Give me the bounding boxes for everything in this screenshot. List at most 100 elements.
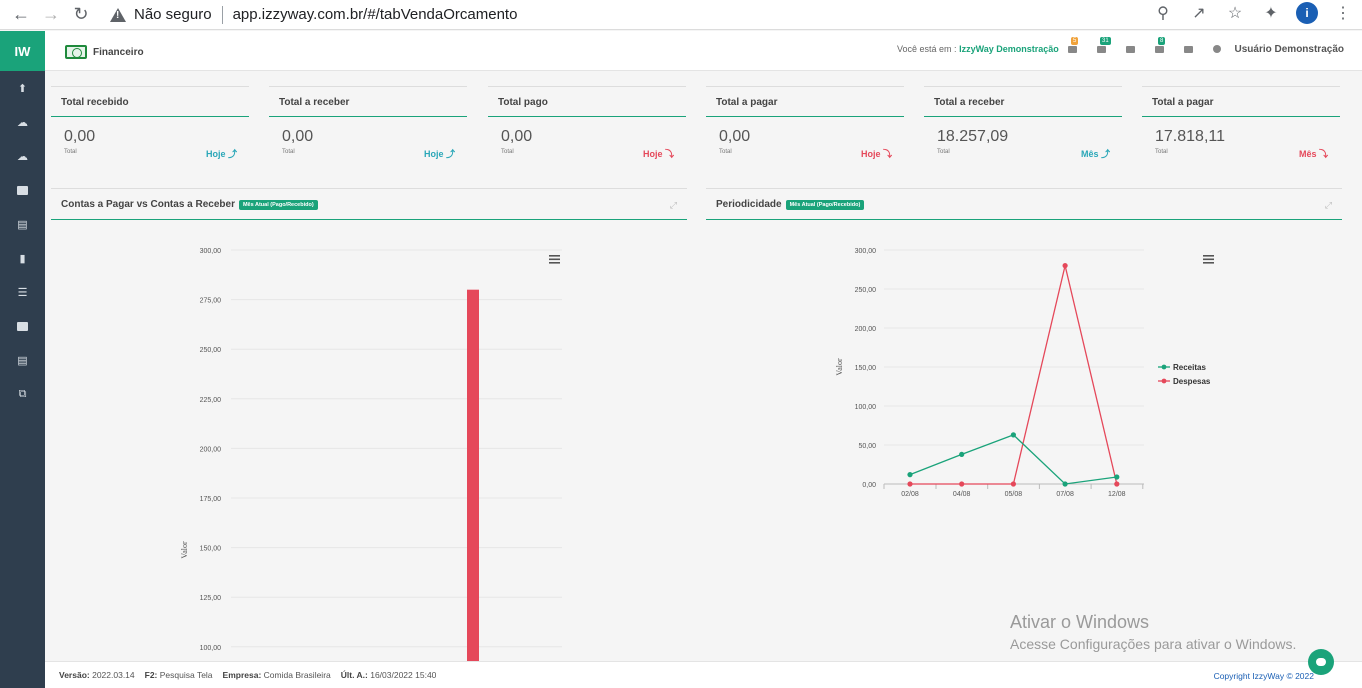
stat-card: Total pago 0,00 Total Hoje ⤵	[488, 86, 686, 172]
forward-icon[interactable]: →	[42, 4, 60, 24]
sidebar-item-cloud-download[interactable]: ☁	[0, 139, 45, 173]
where-prefix: Você está em :	[897, 44, 957, 54]
alerts-badge: 8	[1158, 37, 1166, 45]
sidebar-item-cards[interactable]	[0, 173, 45, 207]
card-title: Total a pagar	[706, 86, 904, 117]
expand-icon[interactable]: ⤢	[669, 200, 677, 210]
y-tick-label: 150,00	[855, 365, 877, 372]
card-value: 18.257,09	[937, 128, 1009, 145]
y-tick-label: 300,00	[200, 248, 222, 255]
y-axis-label: Valor	[835, 358, 844, 376]
more-menu-icon[interactable]: ⋮	[1335, 5, 1351, 22]
card-period: Hoje ⤴	[423, 149, 455, 159]
copyright-link[interactable]: Copyright IzzyWay © 2022	[1213, 671, 1314, 681]
panel-title: Contas a Pagar vs Contas a Receber	[61, 199, 235, 210]
sidebar-item-upload[interactable]: ⬆	[0, 71, 45, 105]
data-point	[1114, 481, 1120, 487]
copy-icon: ⧉	[18, 387, 27, 400]
line-chart: 300,00 250,00 200,00 150,00 100,00 50,00 0,00 V…	[835, 248, 1214, 498]
sidebar-item-reports[interactable]: ▤	[0, 207, 45, 241]
share-icon[interactable]: ↗	[1192, 5, 1206, 22]
chart-menu-icon-line	[1203, 255, 1214, 257]
module-title: Financeiro	[65, 45, 144, 59]
company-link[interactable]: IzzyWay Demonstração	[959, 44, 1059, 54]
user-menu[interactable]: Usuário Demonstração	[1234, 44, 1344, 55]
app-logo[interactable]: IW	[0, 31, 45, 71]
card-period: Hoje ⤵	[860, 149, 892, 159]
security-label: Não seguro	[134, 6, 212, 23]
legend-swatch	[1161, 364, 1167, 370]
card-period: Hoje ⤴	[205, 149, 237, 159]
orders-icon[interactable]: 5	[1065, 37, 1079, 55]
module-name: Financeiro	[93, 46, 144, 58]
status-footer: Versão: 2022.03.14 F2: Pesquisa Tela Emp…	[45, 661, 1362, 688]
card-subtitle: Total	[937, 149, 950, 155]
chart-menu-icon-line	[549, 255, 560, 257]
chat-button[interactable]	[1308, 649, 1334, 675]
card-title: Total pago	[488, 86, 686, 117]
card-subtitle: Total	[282, 149, 295, 155]
stat-card: Total a receber 18.257,09 Total Mês ⤴	[924, 86, 1122, 172]
stat-card: Total a pagar 0,00 Total Hoje ⤵	[706, 86, 904, 172]
y-tick-label: 300,00	[855, 248, 877, 255]
y-tick-label: 125,00	[200, 595, 222, 602]
panel-title: Periodicidade	[716, 199, 782, 210]
profile-avatar[interactable]: i	[1296, 2, 1318, 24]
bookmark-star-icon[interactable]: ☆	[1227, 5, 1243, 22]
y-tick-label: 0,00	[862, 482, 876, 489]
book-icon: ▮	[19, 252, 26, 265]
footer-f2: F2: Pesquisa Tela	[144, 670, 213, 680]
sidebar-item-document[interactable]: ▤	[0, 343, 45, 377]
bell-icon[interactable]: 8	[1152, 37, 1166, 55]
back-icon[interactable]: ←	[12, 4, 30, 24]
sidebar-item-list[interactable]: ☰	[0, 275, 45, 309]
warning-icon	[110, 7, 126, 22]
chart-panel-periodicity: Periodicidade Mês Atual (Pago/Recebido) …	[706, 188, 1342, 661]
help-icon[interactable]	[1210, 43, 1224, 55]
y-tick-label: 200,00	[855, 326, 877, 333]
card-value: 17.818,11	[1155, 128, 1225, 145]
stat-card: Total a receber 0,00 Total Hoje ⤴	[269, 86, 467, 172]
data-point	[1062, 481, 1068, 487]
card-value: 0,00	[282, 128, 314, 145]
footer-company: Empresa: Comida Brasileira	[222, 670, 331, 680]
x-tick-label: 12/08	[1108, 491, 1126, 498]
zoom-icon[interactable]: ⚲	[1157, 5, 1169, 22]
sidebar-item-copy[interactable]: ⧉	[0, 377, 45, 411]
address-bar[interactable]: app.izzyway.com.br/#/tabVendaOrcamento	[232, 6, 518, 23]
bar-chart: 300,00 275,00 250,00 225,00 200,00 175,00 150,…	[180, 248, 562, 661]
chart-menu-icon-line	[1203, 258, 1214, 261]
data-point	[907, 472, 913, 478]
y-tick-label: 50,00	[858, 443, 876, 450]
data-point	[1114, 474, 1120, 480]
data-point	[959, 451, 965, 457]
sidebar-item-cards-2[interactable]	[0, 309, 45, 343]
card-title: Total a receber	[924, 86, 1122, 117]
x-tick-label: 05/08	[1005, 491, 1023, 498]
money-icon	[65, 45, 87, 59]
windows-activation-watermark: Ativar o Windows Acesse Configurações pa…	[1010, 612, 1296, 652]
calendar-icon[interactable]	[1181, 43, 1195, 55]
list-icon[interactable]: 31	[1094, 37, 1111, 55]
stat-card: Total recebido 0,00 Total Hoje ⤴	[51, 86, 249, 172]
x-tick-label: 07/08	[1056, 491, 1074, 498]
card-icon[interactable]	[1123, 43, 1137, 55]
sidebar-item-cloud-upload[interactable]: ☁	[0, 105, 45, 139]
data-point	[959, 481, 965, 487]
y-tick-label: 275,00	[200, 298, 222, 305]
data-point	[907, 481, 913, 487]
legend-swatch	[1161, 378, 1167, 384]
legend-label: Receitas	[1173, 363, 1206, 372]
y-tick-label: 100,00	[200, 645, 222, 652]
bar	[467, 289, 479, 661]
card-period: Hoje ⤵	[642, 149, 674, 159]
sidebar-item-books[interactable]: ▮	[0, 241, 45, 275]
reload-icon[interactable]: ↻	[73, 4, 89, 24]
extensions-icon[interactable]: ✦	[1264, 5, 1278, 22]
security-indicator[interactable]: Não seguro	[110, 6, 212, 23]
data-point	[1010, 481, 1016, 487]
list-icon: ☰	[17, 286, 28, 299]
expand-icon[interactable]: ⤢	[1324, 200, 1332, 210]
orders-badge: 5	[1071, 37, 1079, 45]
card-value: 0,00	[719, 128, 751, 145]
